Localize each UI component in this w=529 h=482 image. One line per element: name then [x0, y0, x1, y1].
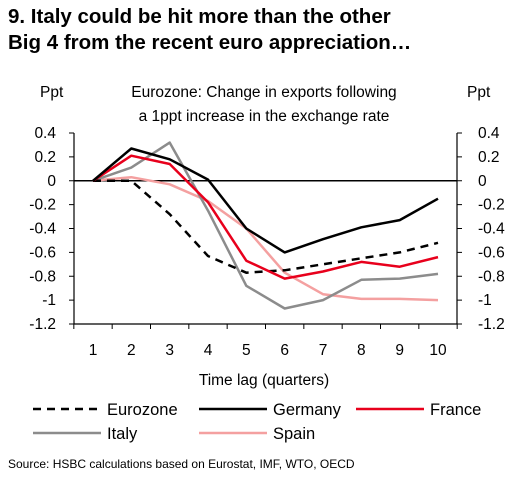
- legend-label-spain: Spain: [273, 425, 315, 443]
- series-line-france: [92, 154, 439, 280]
- x-tick-label: 6: [280, 342, 289, 359]
- left-y-tick-label: -0.8: [29, 268, 56, 285]
- legend-label-france: France: [430, 401, 481, 419]
- right-y-tick-label: -0.8: [478, 268, 505, 285]
- chart-title-line-1: Eurozone: Change in exports following: [131, 84, 396, 101]
- left-y-tick-label: 0.2: [34, 149, 56, 166]
- x-tick-label: 9: [395, 342, 404, 359]
- chart-title-line-2: a 1ppt increase in the exchange rate: [139, 108, 390, 125]
- left-y-tick-label: -0.4: [29, 221, 56, 238]
- x-tick-label: 5: [242, 342, 251, 359]
- left-y-tick-label: 0: [47, 173, 56, 190]
- axes-layer: 0.4 0.4 0.2 0.2 0 0 -0.2 -0.2 -0.4 -0.4 -0.6 -0.6 -0…: [29, 125, 505, 359]
- legend: Eurozone Germany France Italy Spain: [33, 401, 481, 443]
- right-axis-unit-label: Ppt: [467, 84, 491, 101]
- left-axis-unit-label: Ppt: [40, 84, 64, 101]
- x-tick-label: 3: [165, 342, 174, 359]
- x-tick-label: 10: [429, 342, 447, 359]
- left-y-tick-label: -1.2: [29, 316, 56, 333]
- x-tick-label: 8: [357, 342, 366, 359]
- figure-title: 9. Italy could be hit more than the othe…: [8, 4, 523, 56]
- series-line-eurozone: [93, 179, 439, 274]
- figure-title-line-2: Big 4 from the recent euro appreciation…: [8, 31, 412, 54]
- series-line-italy: [92, 141, 439, 310]
- left-y-tick-label: -0.6: [29, 244, 56, 261]
- series-line-germany: [92, 147, 439, 254]
- left-y-tick-label: 0.4: [34, 125, 56, 142]
- right-y-tick-label: -1: [478, 292, 492, 309]
- left-y-tick-label: -1: [42, 292, 56, 309]
- legend-label-germany: Germany: [273, 401, 342, 419]
- right-y-tick-label: 0.4: [478, 125, 500, 142]
- x-axis-title: Time lag (quarters): [199, 372, 329, 389]
- right-y-tick-label: 0: [478, 173, 487, 190]
- right-y-tick-label: -1.2: [478, 316, 505, 333]
- x-tick-label: 7: [319, 342, 328, 359]
- right-y-tick-label: 0.2: [478, 149, 500, 166]
- legend-label-italy: Italy: [107, 425, 138, 443]
- x-tick-label: 2: [127, 342, 136, 359]
- series-layer: [92, 141, 439, 310]
- series-line-spain: [92, 175, 439, 302]
- source-note: Source: HSBC calculations based on Euros…: [8, 457, 355, 471]
- left-y-tick-label: -0.2: [29, 197, 56, 214]
- x-tick-label: 1: [89, 342, 98, 359]
- right-y-tick-label: -0.4: [478, 221, 505, 238]
- figure-title-line-1: 9. Italy could be hit more than the othe…: [8, 5, 391, 28]
- right-y-tick-label: -0.2: [478, 197, 505, 214]
- x-tick-label: 4: [204, 342, 213, 359]
- right-y-tick-label: -0.6: [478, 244, 505, 261]
- legend-label-eurozone: Eurozone: [107, 401, 178, 419]
